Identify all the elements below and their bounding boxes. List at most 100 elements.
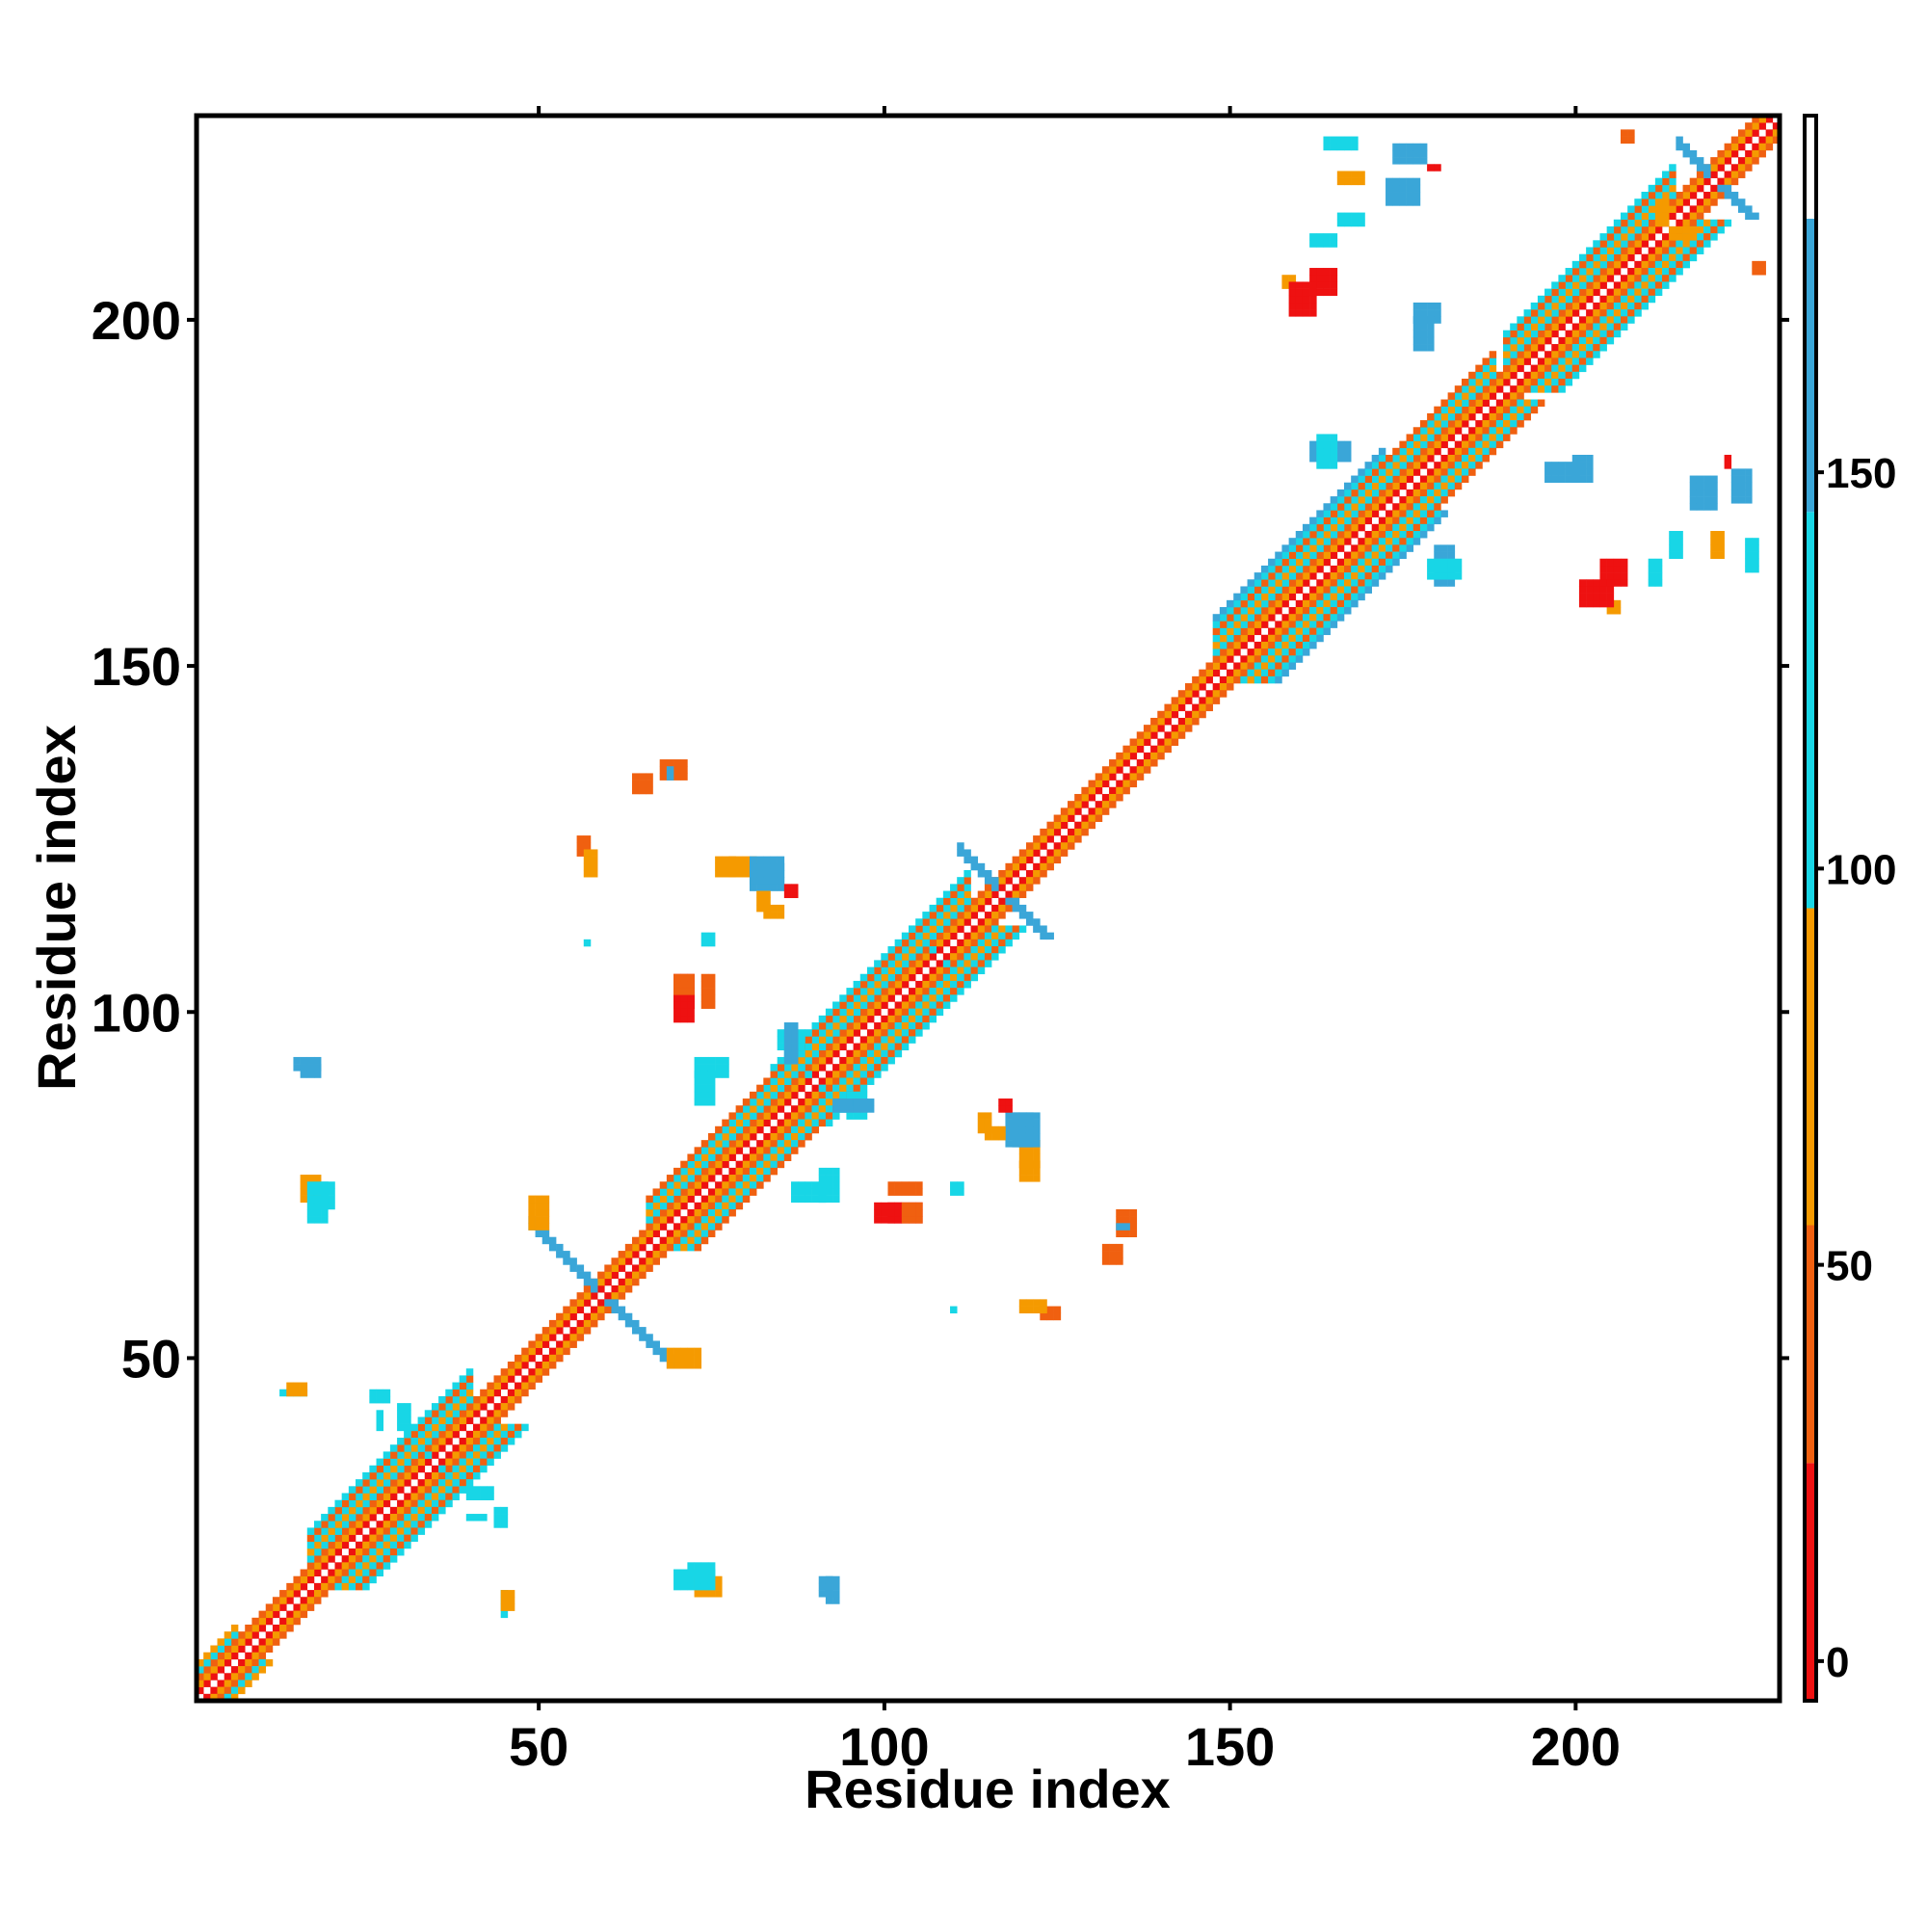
heatmap-cell — [1406, 489, 1414, 497]
heatmap-cell — [348, 1499, 356, 1508]
heatmap-cell — [1378, 558, 1386, 567]
heatmap-cell — [528, 1382, 536, 1390]
heatmap-cell — [1599, 260, 1607, 269]
heatmap-cell — [265, 1645, 274, 1654]
heatmap-cell — [1447, 544, 1456, 552]
heatmap-cell — [1737, 489, 1746, 497]
heatmap-cell — [265, 1617, 274, 1626]
heatmap-cell — [1724, 171, 1732, 178]
heatmap-cell — [859, 1049, 868, 1058]
heatmap-cell — [1199, 683, 1206, 691]
heatmap-cell — [1710, 157, 1718, 165]
heatmap-cell — [1495, 378, 1504, 386]
heatmap-cell — [417, 1465, 426, 1473]
heatmap-cell — [1454, 399, 1463, 407]
heatmap-cell — [404, 1451, 411, 1459]
heatmap-cell — [452, 1493, 460, 1500]
heatmap-cell — [348, 1506, 356, 1515]
heatmap-cell — [984, 912, 992, 919]
heatmap-cell — [389, 1486, 398, 1494]
heatmap-cell — [1227, 627, 1234, 636]
heatmap-cell — [1184, 703, 1193, 712]
heatmap-cell — [887, 1029, 895, 1037]
heatmap-cell — [1745, 475, 1753, 484]
heatmap-cell — [535, 1354, 543, 1363]
heatmap-cell — [397, 1451, 405, 1459]
heatmap-cell — [646, 1243, 653, 1252]
heatmap-cell — [1205, 697, 1213, 704]
heatmap-cell — [694, 1208, 702, 1217]
heatmap-cell — [1676, 544, 1683, 552]
heatmap-cell — [431, 1444, 439, 1452]
heatmap-cell — [1427, 503, 1435, 511]
heatmap-cell — [1565, 351, 1573, 358]
heatmap-cell — [707, 1132, 716, 1141]
heatmap-cell — [1212, 614, 1221, 622]
heatmap-cell — [230, 1652, 239, 1660]
heatmap-cell — [334, 1527, 342, 1535]
heatmap-cell — [1233, 662, 1241, 670]
heatmap-cell — [1475, 427, 1483, 435]
heatmap-cell — [1129, 745, 1138, 754]
heatmap-cell — [1406, 462, 1414, 469]
heatmap-cell — [652, 1251, 660, 1258]
heatmap-cell — [936, 988, 944, 995]
heatmap-cell — [783, 1071, 792, 1078]
heatmap-cell — [1227, 599, 1234, 608]
heatmap-cell — [1696, 212, 1704, 221]
heatmap-cell — [811, 1056, 820, 1065]
heatmap-cell — [1523, 309, 1532, 317]
heatmap-cell — [1537, 316, 1545, 324]
heatmap-cell — [1730, 157, 1739, 165]
heatmap-cell — [859, 1056, 868, 1065]
heatmap-cell — [763, 1098, 771, 1106]
heatmap-cell — [887, 994, 895, 1002]
heatmap-cell — [535, 1202, 543, 1210]
heatmap-cell — [1468, 468, 1476, 476]
heatmap-cell — [1302, 281, 1310, 289]
heatmap-cell — [1275, 655, 1282, 663]
heatmap-cell — [1184, 683, 1193, 691]
heatmap-cell — [853, 1077, 861, 1085]
heatmap-cell — [700, 1071, 709, 1078]
heatmap-cell — [1351, 599, 1359, 608]
heatmap-cell — [859, 1071, 868, 1078]
heatmap-cell — [203, 1652, 211, 1660]
heatmap-cell — [1669, 219, 1676, 227]
heatmap-cell — [1412, 316, 1421, 324]
heatmap-cell — [569, 1327, 577, 1335]
heatmap-cell — [1316, 516, 1324, 525]
heatmap-cell — [811, 1105, 820, 1113]
heatmap-cell — [1412, 336, 1421, 345]
heatmap-cell — [1323, 462, 1331, 469]
heatmap-cell — [977, 890, 986, 899]
heatmap-cell — [1571, 468, 1580, 476]
heatmap-cell — [313, 1575, 322, 1584]
heatmap-cell — [1641, 302, 1649, 310]
heatmap-cell — [197, 1666, 204, 1674]
heatmap-cell — [224, 1673, 232, 1681]
heatmap-cell — [922, 988, 930, 995]
heatmap-cell — [874, 1071, 882, 1078]
heatmap-cell — [1316, 607, 1324, 615]
heatmap-cell — [1599, 240, 1607, 248]
heatmap-cell — [1696, 184, 1704, 193]
heatmap-cell — [1240, 648, 1248, 656]
heatmap-cell — [1724, 184, 1732, 193]
heatmap-cell — [1288, 634, 1297, 643]
heatmap-cell — [811, 1029, 820, 1037]
heatmap-cell — [472, 1395, 481, 1404]
heatmap-cell — [341, 1555, 350, 1563]
heatmap-cell — [832, 1575, 840, 1584]
heatmap-cell — [404, 1423, 411, 1432]
heatmap-cell — [1260, 655, 1269, 663]
heatmap-cell — [1468, 378, 1476, 386]
heatmap-cell — [341, 1582, 350, 1591]
heatmap-cell — [1648, 198, 1656, 206]
heatmap-cell — [452, 1395, 460, 1404]
heatmap-cell — [1558, 468, 1566, 476]
heatmap-cell — [680, 1160, 688, 1169]
heatmap-cell — [465, 1375, 474, 1383]
heatmap-cell — [687, 1354, 695, 1363]
heatmap-cell — [1330, 288, 1338, 297]
